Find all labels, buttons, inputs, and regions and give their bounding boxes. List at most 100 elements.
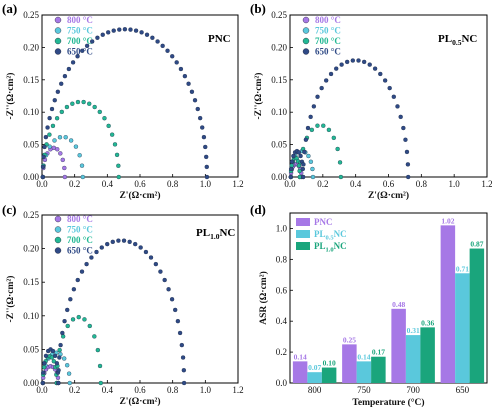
data-point-650 xyxy=(110,239,115,245)
y-tick-label: 0.4 xyxy=(276,316,288,326)
x-axis-label: Z'(Ω·cm²) xyxy=(119,396,160,407)
y-tick-label: 0.20 xyxy=(271,42,287,52)
data-point-700 xyxy=(109,132,115,137)
data-point-650 xyxy=(181,368,187,373)
x-tick-label: 0.0 xyxy=(284,179,296,189)
data-point-650 xyxy=(344,59,350,65)
data-point-650 xyxy=(170,54,175,59)
data-point-650 xyxy=(288,174,293,180)
x-tick-label: 0.6 xyxy=(134,385,146,395)
data-point-650 xyxy=(47,115,52,121)
data-point-650 xyxy=(289,159,295,164)
data-point-650 xyxy=(391,94,396,99)
data-point-650 xyxy=(204,174,210,180)
data-point-650 xyxy=(180,355,186,360)
data-point-650 xyxy=(75,277,80,283)
legend-marker-700 xyxy=(302,37,310,45)
data-point-650 xyxy=(84,261,89,267)
data-point-650 xyxy=(52,98,57,103)
data-point-650 xyxy=(300,174,306,180)
bar-PL0.5NC xyxy=(405,335,421,383)
panel-label: (a) xyxy=(2,1,17,16)
data-point-650 xyxy=(162,277,167,283)
data-point-650 xyxy=(175,319,181,324)
data-point-700 xyxy=(87,323,92,329)
bar-PNC xyxy=(440,225,456,383)
bar-value-label: 0.71 xyxy=(456,264,469,273)
data-point-750 xyxy=(310,166,315,172)
data-point-650 xyxy=(56,380,61,386)
data-point-750 xyxy=(308,159,314,164)
data-point-650 xyxy=(308,114,313,120)
data-point-650 xyxy=(133,28,139,33)
data-point-650 xyxy=(382,78,388,83)
data-point-650 xyxy=(148,255,154,260)
data-point-650 xyxy=(334,66,339,71)
data-point-700 xyxy=(297,168,302,174)
legend-label-650: 650 °C xyxy=(67,47,93,57)
data-point-700 xyxy=(326,127,332,133)
legend-label-800: 800 °C xyxy=(315,15,341,25)
data-point-650 xyxy=(197,115,203,121)
data-point-750 xyxy=(79,163,85,168)
data-point-650 xyxy=(122,27,128,32)
bar-PNC xyxy=(292,361,308,383)
data-point-650 xyxy=(356,58,361,63)
data-point-650 xyxy=(361,59,367,65)
x-tick-label: 0.4 xyxy=(102,179,114,189)
y-axis-label: ASR (Ω·cm²) xyxy=(258,271,269,324)
legend-marker-750 xyxy=(54,27,62,34)
data-point-750 xyxy=(57,135,63,140)
legend-marker-800 xyxy=(54,215,62,223)
legend-marker-700 xyxy=(54,37,62,45)
data-point-800 xyxy=(62,165,67,171)
data-point-800 xyxy=(62,174,68,180)
data-point-700 xyxy=(59,109,64,115)
data-point-650 xyxy=(200,125,205,130)
data-point-650 xyxy=(57,355,62,360)
data-point-650 xyxy=(378,71,383,77)
legend-label-PL1.0NC: PL1.0NC xyxy=(314,241,347,254)
data-point-700 xyxy=(76,314,81,320)
data-point-700 xyxy=(331,135,336,140)
data-point-650 xyxy=(128,27,133,32)
data-point-700 xyxy=(50,123,56,129)
data-point-650 xyxy=(181,380,187,386)
data-point-650 xyxy=(398,114,403,120)
data-point-650 xyxy=(80,48,85,53)
data-point-700 xyxy=(315,123,320,128)
data-point-750 xyxy=(47,144,52,149)
data-point-650 xyxy=(203,144,208,150)
data-point-650 xyxy=(58,342,63,348)
data-point-700 xyxy=(321,123,326,128)
x-axis-label: Z'(Ω·cm²) xyxy=(119,190,160,201)
x-tick-label: 0.0 xyxy=(36,179,48,189)
x-tick-label: 0.0 xyxy=(36,385,48,395)
data-point-650 xyxy=(100,32,105,37)
y-tick-label: 0.05 xyxy=(23,344,39,354)
data-point-650 xyxy=(339,62,344,67)
panel-d: 0.00.20.40.60.81.08000.140.070.107500.25… xyxy=(250,202,488,408)
legend-label-700: 700 °C xyxy=(315,36,341,46)
data-point-650 xyxy=(328,71,334,77)
data-point-650 xyxy=(50,348,56,354)
data-point-650 xyxy=(68,297,73,302)
y-tick-label: 0.20 xyxy=(23,42,39,52)
panel-title: PL0.5NC xyxy=(438,33,477,47)
legend-marker-650 xyxy=(54,247,62,254)
x-tick-label: 650 xyxy=(456,385,470,395)
y-tick-label: 0.10 xyxy=(23,311,39,321)
data-point-700 xyxy=(75,99,81,105)
x-tick-label: 0.6 xyxy=(383,179,395,189)
x-tick-label: 1.2 xyxy=(232,179,243,189)
bar-PL1.0NC xyxy=(420,327,435,383)
bar-value-label: 0.25 xyxy=(343,335,356,344)
x-tick-label: 0.8 xyxy=(416,179,428,189)
data-point-700 xyxy=(102,116,107,121)
bar-PL0.5NC xyxy=(455,273,470,383)
data-point-650 xyxy=(195,106,200,112)
data-point-700 xyxy=(54,116,60,121)
x-tick-label: 0.8 xyxy=(167,179,179,189)
data-point-750 xyxy=(63,135,68,140)
data-point-650 xyxy=(324,78,329,83)
